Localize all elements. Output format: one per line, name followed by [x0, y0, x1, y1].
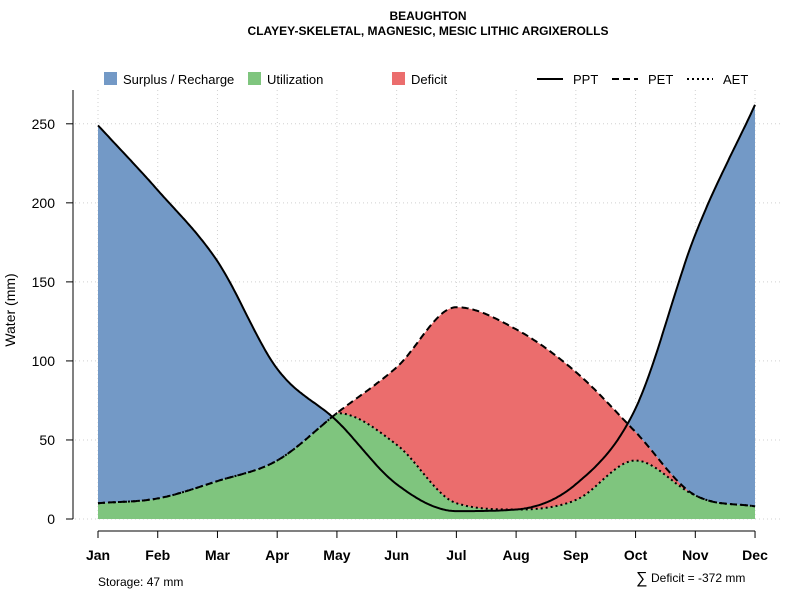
x-tick-label-apr: Apr	[265, 547, 290, 563]
legend-swatch-surplus	[104, 72, 117, 85]
chart-subtitle: CLAYEY-SKELETAL, MAGNESIC, MESIC LITHIC …	[248, 24, 609, 38]
x-tick-label-feb: Feb	[145, 547, 170, 563]
y-tick-label: 0	[47, 511, 55, 527]
legend-swatch-utilization	[248, 72, 261, 85]
aet-line	[97, 412, 756, 511]
y-tick-label: 150	[32, 274, 56, 290]
legend-label-utilization: Utilization	[267, 72, 323, 87]
surplus-area	[98, 104, 755, 507]
x-tick-label-mar: Mar	[205, 547, 230, 563]
y-tick-label: 250	[32, 116, 56, 132]
ppt-line	[97, 104, 756, 513]
legend-label-aet: AET	[723, 72, 748, 87]
x-tick-label-sep: Sep	[563, 547, 589, 563]
axes: 0 50 100 150 200 250 Jan Feb Mar Apr May Jun Jul Aug S…	[32, 90, 768, 563]
y-axis-label: Water (mm)	[2, 273, 18, 346]
x-tick-label-jun: Jun	[384, 547, 409, 563]
x-tick-label-dec: Dec	[742, 547, 768, 563]
utilization-area	[98, 413, 755, 519]
legend-label-deficit: Deficit	[411, 72, 448, 87]
legend: Surplus / Recharge Utilization Deficit P…	[104, 72, 748, 87]
x-tick-label-oct: Oct	[624, 547, 648, 563]
x-tick-label-nov: Nov	[682, 547, 709, 563]
legend-label-pet: PET	[648, 72, 673, 87]
legend-label-ppt: PPT	[573, 72, 598, 87]
x-tick-label-jan: Jan	[86, 547, 110, 563]
y-tick-label: 100	[32, 353, 56, 369]
area-fills	[98, 104, 755, 519]
legend-label-surplus: Surplus / Recharge	[123, 72, 234, 87]
deficit-area	[98, 307, 755, 510]
sum-symbol-icon: ∑	[636, 570, 647, 587]
x-tick-label-jul: Jul	[446, 547, 466, 563]
deficit-annotation: Deficit = -372 mm	[651, 571, 745, 585]
legend-swatch-deficit	[392, 72, 405, 85]
series-lines	[97, 104, 756, 513]
storage-annotation: Storage: 47 mm	[98, 575, 183, 589]
chart-title: BEAUGHTON	[389, 9, 466, 23]
x-tick-label-aug: Aug	[503, 547, 530, 563]
y-tick-label: 200	[32, 195, 56, 211]
y-tick-label: 50	[39, 432, 55, 448]
x-tick-label-may: May	[323, 547, 350, 563]
